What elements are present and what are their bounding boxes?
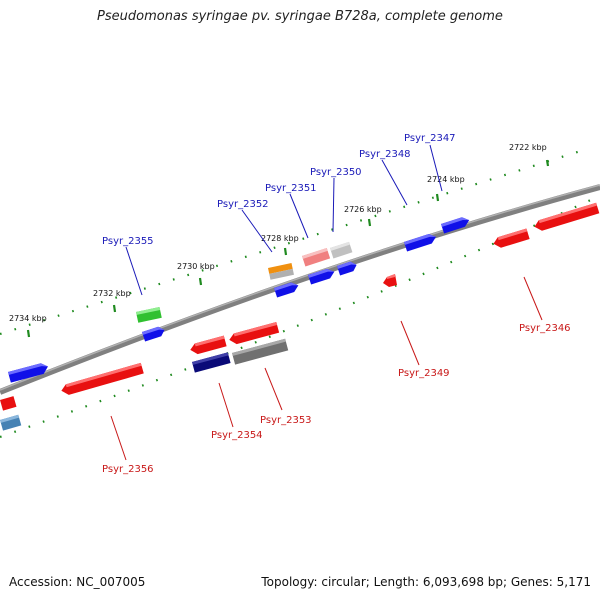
label-psyr-2348: Psyr_2348 bbox=[359, 149, 411, 160]
gene-psyr-2356[interactable] bbox=[60, 362, 144, 397]
leader-psyr-2355 bbox=[125, 246, 143, 296]
label-psyr-2347: Psyr_2347 bbox=[404, 133, 456, 144]
leader-psyr-2354 bbox=[218, 382, 234, 428]
label-psyr-2356: Psyr_2356 bbox=[102, 464, 154, 475]
label-psyr-2346: Psyr_2346 bbox=[519, 323, 571, 334]
label-psyr-2352: Psyr_2352 bbox=[217, 199, 269, 210]
gene-psyr-2352-orange[interactable] bbox=[268, 263, 294, 280]
gene-psyr-2347[interactable] bbox=[441, 215, 471, 234]
gene-psyr-2351[interactable] bbox=[308, 267, 336, 285]
leader-psyr-2351 bbox=[289, 193, 309, 239]
genome-summary-text: Topology: circular; Length: 6,093,698 bp… bbox=[261, 575, 591, 589]
scale-label-2726: 2726 kbp bbox=[344, 205, 382, 214]
scale-label-2732: 2732 kbp bbox=[93, 289, 131, 298]
gene-psyr-2355-green[interactable] bbox=[136, 307, 162, 323]
label-psyr-2351: Psyr_2351 bbox=[265, 183, 317, 194]
gene-psyr-2350-gray[interactable] bbox=[330, 241, 353, 259]
gene-reverse-left-steelblue[interactable] bbox=[0, 414, 22, 431]
gene-psyr-2348[interactable] bbox=[404, 232, 438, 252]
leader-psyr-2347 bbox=[429, 144, 443, 192]
scale-label-2722: 2722 kbp bbox=[509, 143, 547, 152]
leader-psyr-2356 bbox=[110, 415, 127, 461]
label-psyr-2354: Psyr_2354 bbox=[211, 430, 263, 441]
scale-label-2734: 2734 kbp bbox=[9, 314, 47, 323]
gene-psyr-2349[interactable] bbox=[383, 274, 397, 287]
major-tick-2722 bbox=[545, 159, 550, 167]
gene-psyr-2354[interactable] bbox=[192, 352, 231, 373]
major-tick-2728 bbox=[283, 247, 288, 256]
label-psyr-2350: Psyr_2350 bbox=[310, 167, 362, 178]
gene-psyr-2355[interactable] bbox=[142, 325, 166, 342]
gene-psyr-2350[interactable] bbox=[337, 260, 358, 276]
gene-psyr-2354-red[interactable] bbox=[189, 335, 227, 356]
major-tick-2730 bbox=[198, 277, 203, 286]
major-tick-2724 bbox=[435, 193, 440, 202]
label-psyr-2353: Psyr_2353 bbox=[260, 415, 312, 426]
label-psyr-2349: Psyr_2349 bbox=[398, 368, 450, 379]
gene-reverse-left-red[interactable] bbox=[0, 396, 17, 411]
gene-psyr-2353-red[interactable] bbox=[228, 322, 280, 346]
map-title: Pseudomonas syringae pv. syringae B728a,… bbox=[97, 9, 503, 24]
gene-psyr-2351-pink[interactable] bbox=[302, 247, 331, 267]
leader-psyr-2352 bbox=[241, 209, 273, 253]
scale-label-2724: 2724 kbp bbox=[427, 175, 465, 184]
leader-psyr-2346 bbox=[523, 276, 543, 321]
leader-psyr-2353 bbox=[264, 367, 283, 411]
leader-psyr-2348 bbox=[381, 159, 408, 206]
major-tick-2732 bbox=[112, 304, 117, 313]
label-psyr-2355: Psyr_2355 bbox=[102, 236, 154, 247]
gene-psyr-2352[interactable] bbox=[274, 281, 300, 298]
leader-psyr-2349 bbox=[400, 320, 420, 366]
scale-label-2730: 2730 kbp bbox=[177, 262, 215, 271]
major-tick-2726 bbox=[367, 218, 372, 227]
gene-psyr-2353[interactable] bbox=[232, 338, 289, 365]
scale-label-2728: 2728 kbp bbox=[261, 234, 299, 243]
major-tick-2734 bbox=[26, 329, 31, 338]
gene-psyr-2346-b[interactable] bbox=[492, 228, 530, 249]
accession-text: Accession: NC_007005 bbox=[9, 575, 146, 589]
leader-psyr-2350 bbox=[332, 177, 335, 233]
gene-psyr-2346-a[interactable] bbox=[533, 202, 600, 233]
gene-forward-left[interactable] bbox=[8, 362, 49, 383]
